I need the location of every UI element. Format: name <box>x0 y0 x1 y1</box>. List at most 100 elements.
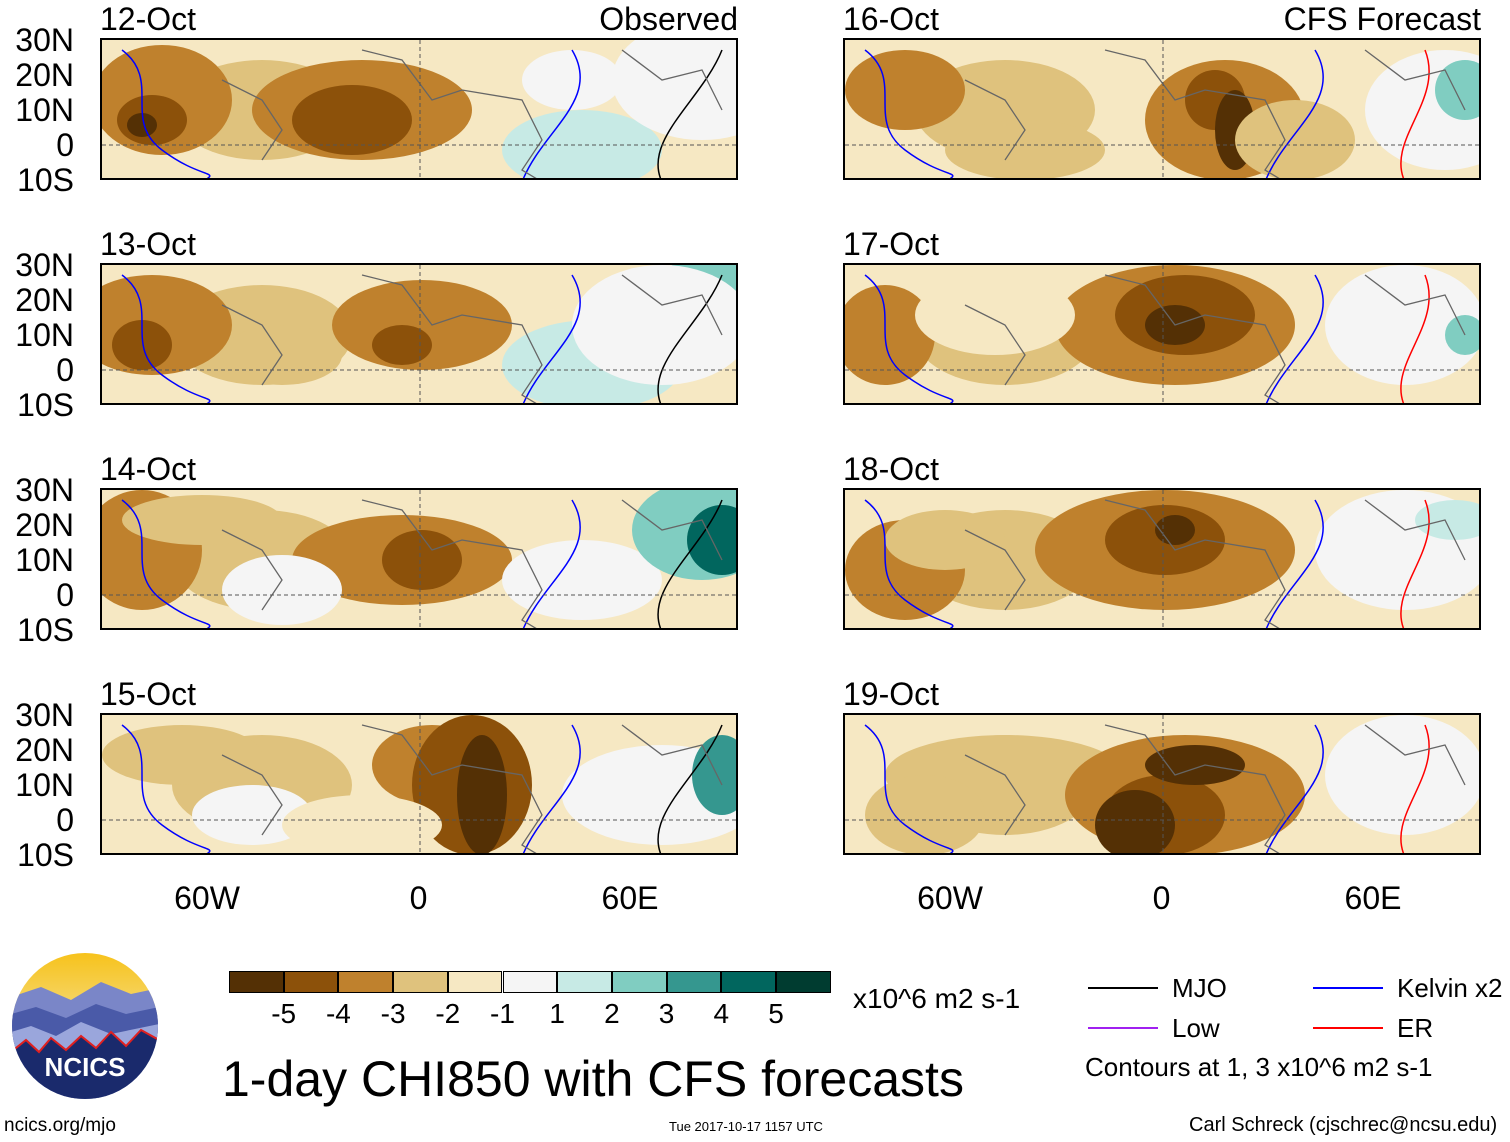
anomaly-blob <box>1415 500 1479 540</box>
anomaly-blob <box>502 540 662 620</box>
anomaly-blob <box>522 50 622 110</box>
anomaly-blob <box>127 113 157 137</box>
map-panel-17-oct <box>843 263 1481 405</box>
figure-title: 1-day CHI850 with CFS forecasts <box>222 1051 964 1107</box>
anomaly-blob <box>382 530 462 590</box>
anomaly-blob <box>112 320 172 370</box>
lat-label: 10N <box>15 767 74 803</box>
lat-label: 20N <box>15 282 74 318</box>
panel-source-label: CFS Forecast <box>1283 1 1481 37</box>
anomaly-blob <box>845 50 965 130</box>
ncics-logo: NCICS <box>11 952 159 1100</box>
legend-line-kelvin <box>1313 987 1383 989</box>
lat-label: 10S <box>17 162 74 198</box>
colorbar-units: x10^6 m2 s-1 <box>853 983 1021 1014</box>
lon-label: 60W <box>917 880 983 916</box>
kelvin-contour <box>1265 499 1324 628</box>
anomaly-blob <box>572 265 736 385</box>
kelvin-contour <box>1265 49 1324 178</box>
anomaly-blob <box>192 785 312 845</box>
colorbar-tick: 1 <box>549 998 565 1029</box>
colorbar-swatch <box>393 971 448 993</box>
legend-line-er <box>1313 1027 1383 1029</box>
kelvin-contour <box>522 274 581 403</box>
anomaly-blob <box>1445 315 1479 355</box>
kelvin-contour <box>864 274 954 403</box>
anomaly-blob <box>1325 715 1479 835</box>
colorbar-swatch <box>283 971 339 993</box>
colorbar-swatch <box>557 971 612 993</box>
anomaly-blob <box>457 735 507 853</box>
lat-label: 20N <box>15 57 74 93</box>
lat-label: 0 <box>56 127 74 163</box>
footer-timestamp: Tue 2017-10-17 1157 UTC <box>669 1119 823 1134</box>
legend-note: Contours at 1, 3 x10^6 m2 s-1 <box>1085 1052 1433 1082</box>
anomaly-blob <box>1235 100 1355 178</box>
anomaly-blob <box>945 120 1105 178</box>
colorbar-tick: -4 <box>325 998 351 1029</box>
kelvin-contour <box>121 499 211 628</box>
anomaly-blob <box>1325 265 1479 385</box>
anomaly-blob <box>372 325 432 365</box>
mjo-contour <box>657 49 723 178</box>
mjo-contour <box>657 274 723 403</box>
lon-label: 60E <box>1344 880 1402 916</box>
kelvin-contour <box>121 724 211 853</box>
anomaly-blob <box>1145 745 1245 785</box>
map-panel-15-oct <box>100 713 738 855</box>
kelvin-contour <box>522 49 581 178</box>
anomaly-blob <box>122 495 282 545</box>
legend-label: Kelvin x2 <box>1397 973 1503 1003</box>
colorbar-tick: 3 <box>658 998 675 1029</box>
legend-label: Low <box>1172 1013 1220 1043</box>
lat-label: 0 <box>56 802 74 838</box>
legend-line-low <box>1088 1027 1158 1029</box>
lon-label: 60W <box>174 880 240 916</box>
lat-label: 0 <box>56 577 74 613</box>
panel-date: 19-Oct <box>843 676 940 712</box>
lat-label: 30N <box>15 22 74 58</box>
footer-url[interactable]: ncics.org/mjo <box>4 1115 116 1136</box>
lat-label: 10S <box>17 837 74 873</box>
lat-label: 10N <box>15 317 74 353</box>
anomaly-blob <box>692 735 736 815</box>
colorbar-tick: -2 <box>435 998 461 1029</box>
anomaly-blob <box>282 795 442 853</box>
anomaly-blob <box>102 725 262 785</box>
kelvin-contour <box>522 499 581 628</box>
map-panel-18-oct <box>843 488 1481 630</box>
er-contour <box>1400 724 1430 853</box>
colorbar-swatch <box>611 971 667 993</box>
kelvin-contour <box>864 724 954 853</box>
lat-label: 10N <box>15 92 74 128</box>
anomaly-blob <box>915 275 1075 355</box>
kelvin-contour <box>1265 274 1324 403</box>
colorbar-tick: -5 <box>271 998 297 1029</box>
kelvin-contour <box>522 724 581 853</box>
lat-label: 30N <box>15 697 74 733</box>
lat-label: 0 <box>56 352 74 388</box>
lat-label: 10S <box>17 612 74 648</box>
map-panel-13-oct <box>100 263 738 405</box>
map-panel-12-oct <box>100 38 738 180</box>
colorbar-swatch <box>666 971 722 993</box>
map-panel-16-oct <box>843 38 1481 180</box>
panel-date: 16-Oct <box>843 1 940 37</box>
legend-line-mjo <box>1088 987 1158 989</box>
colorbar-tick: -1 <box>490 998 515 1029</box>
colorbar-swatch <box>502 971 558 993</box>
anomaly-blob <box>845 285 935 385</box>
kelvin-contour <box>864 499 954 628</box>
lat-label: 30N <box>15 472 74 508</box>
colorbar-tick: 4 <box>713 998 730 1029</box>
logo-text: NCICS <box>45 1052 126 1082</box>
lon-label: 0 <box>409 880 428 916</box>
er-contour <box>1400 49 1430 178</box>
colorbar-swatch <box>776 971 831 993</box>
lat-label: 30N <box>15 247 74 283</box>
kelvin-contour <box>1265 724 1324 853</box>
panel-date: 13-Oct <box>100 226 197 262</box>
legend-label: MJO <box>1172 973 1227 1003</box>
lon-label: 0 <box>1152 880 1171 916</box>
